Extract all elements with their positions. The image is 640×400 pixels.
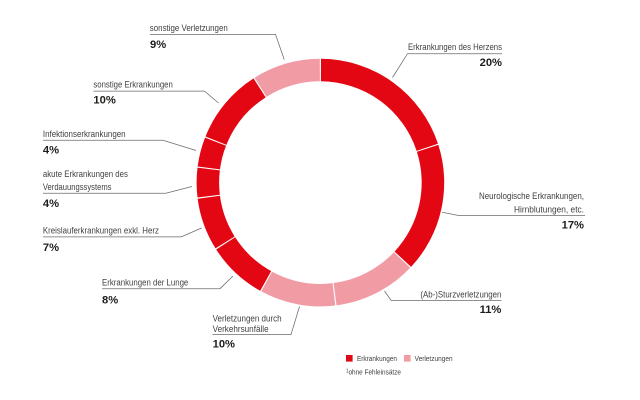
- svg-text:4%: 4%: [43, 144, 59, 156]
- svg-text:1ohne Fehleinsätze: 1ohne Fehleinsätze: [346, 368, 401, 377]
- svg-text:sonstige Erkrankungen: sonstige Erkrankungen: [93, 80, 172, 90]
- svg-text:7%: 7%: [43, 242, 59, 254]
- svg-text:4%: 4%: [43, 198, 59, 210]
- svg-text:Verletzungen: Verletzungen: [415, 354, 453, 363]
- svg-text:Verletzungen durch: Verletzungen durch: [213, 314, 282, 324]
- svg-text:11%: 11%: [480, 304, 502, 316]
- svg-text:10%: 10%: [213, 338, 235, 350]
- svg-text:(Ab-)Sturzverletzungen: (Ab-)Sturzverletzungen: [420, 289, 501, 299]
- svg-text:17%: 17%: [562, 220, 584, 232]
- svg-text:Verkehrsunfälle: Verkehrsunfälle: [213, 324, 269, 334]
- svg-text:Kreislauferkrankungen exkl. He: Kreislauferkrankungen exkl. Herz: [43, 226, 159, 236]
- svg-text:8%: 8%: [102, 295, 118, 307]
- svg-text:10%: 10%: [93, 95, 115, 107]
- svg-text:Verdauungssystems: Verdauungssystems: [43, 182, 112, 192]
- svg-text:Erkrankungen des Herzens: Erkrankungen des Herzens: [408, 42, 503, 52]
- svg-text:Hirnblutungen, etc.: Hirnblutungen, etc.: [514, 204, 584, 214]
- svg-text:Neurologische Erkrankungen,: Neurologische Erkrankungen,: [479, 191, 584, 201]
- svg-text:Erkrankungen: Erkrankungen: [357, 354, 397, 363]
- svg-text:9%: 9%: [150, 39, 166, 51]
- svg-text:Infektionserkrankungen: Infektionserkrankungen: [43, 129, 126, 139]
- svg-text:sonstige Verletzungen: sonstige Verletzungen: [150, 23, 228, 33]
- svg-text:20%: 20%: [480, 57, 502, 69]
- svg-text:Erkrankungen der Lunge: Erkrankungen der Lunge: [102, 277, 188, 287]
- svg-text:akute Erkrankungen des: akute Erkrankungen des: [43, 169, 129, 179]
